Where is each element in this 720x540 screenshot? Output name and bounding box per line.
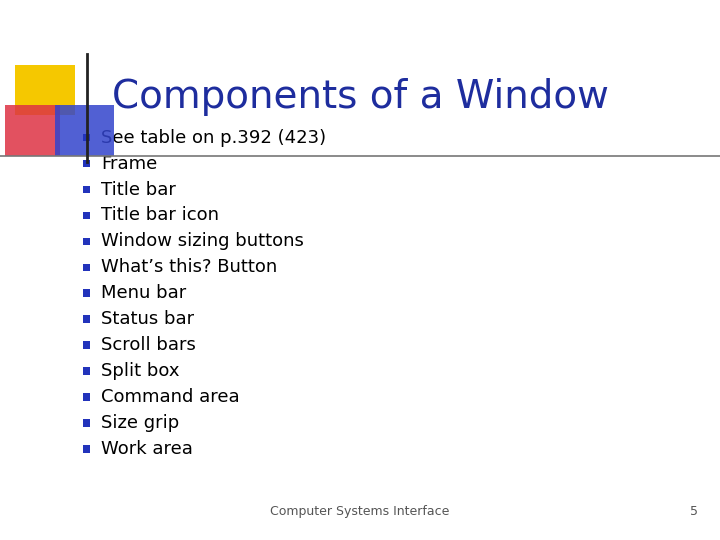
Text: See table on p.392 (423): See table on p.392 (423)	[101, 129, 326, 147]
Text: Work area: Work area	[101, 440, 193, 458]
Text: Frame: Frame	[101, 154, 157, 173]
Text: Command area: Command area	[101, 388, 240, 406]
Text: Menu bar: Menu bar	[101, 284, 186, 302]
Text: What’s this? Button: What’s this? Button	[101, 258, 277, 276]
Text: Window sizing buttons: Window sizing buttons	[101, 232, 304, 251]
Text: Split box: Split box	[101, 362, 179, 380]
Text: Size grip: Size grip	[101, 414, 179, 432]
Text: Status bar: Status bar	[101, 310, 194, 328]
Text: Title bar: Title bar	[101, 180, 176, 199]
Text: Computer Systems Interface: Computer Systems Interface	[270, 505, 450, 518]
Text: Title bar icon: Title bar icon	[101, 206, 219, 225]
Text: 5: 5	[690, 505, 698, 518]
Text: Scroll bars: Scroll bars	[101, 336, 196, 354]
Text: Components of a Window: Components of a Window	[112, 78, 608, 116]
